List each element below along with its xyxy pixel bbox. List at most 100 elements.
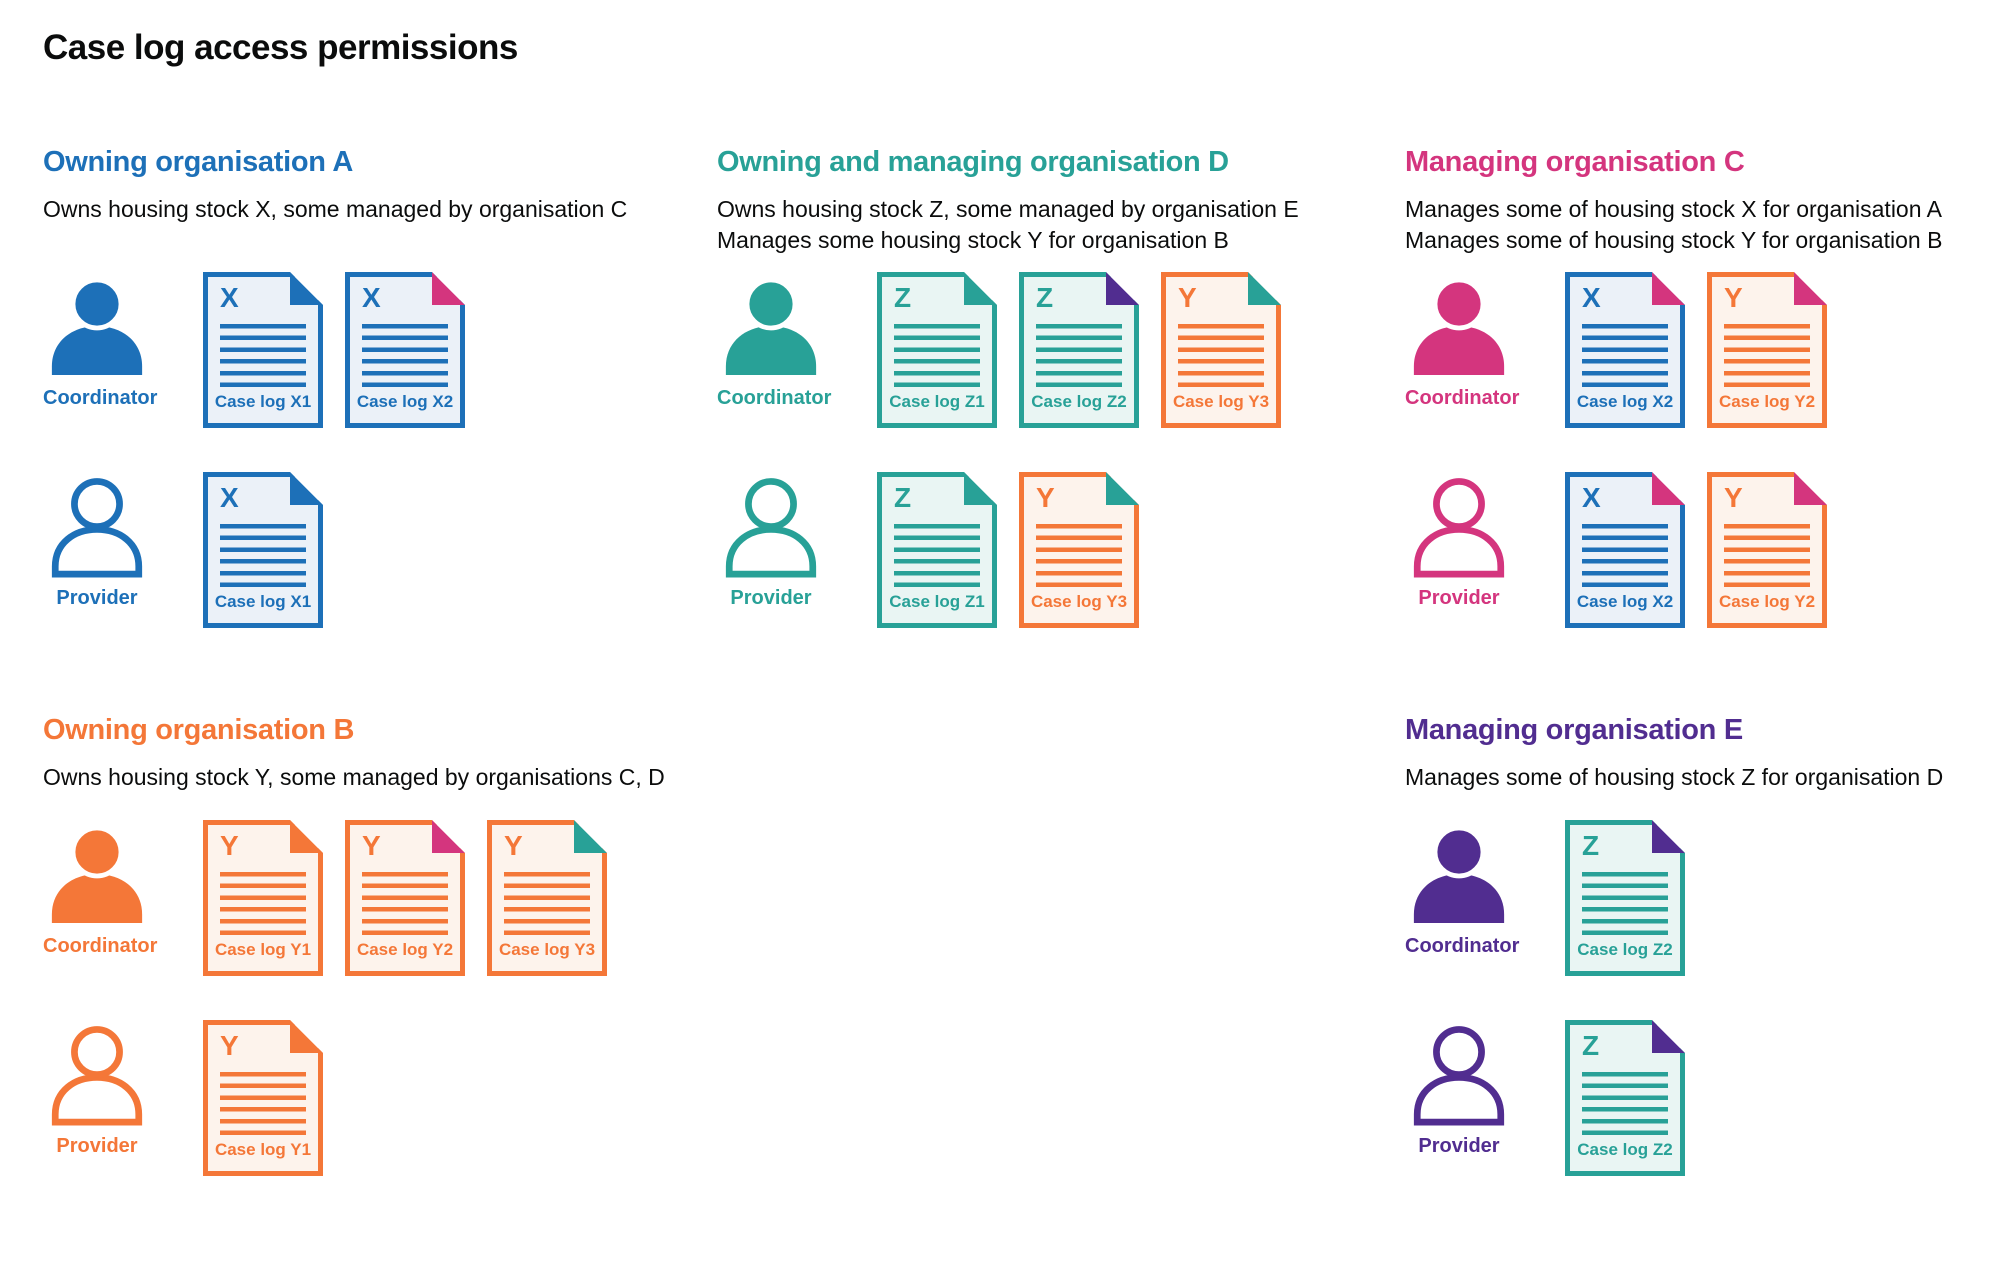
role-label: Provider bbox=[1418, 587, 1500, 609]
stock-letter: Z bbox=[1036, 282, 1054, 313]
document-lines-icon bbox=[1178, 324, 1264, 387]
stock-letter: X bbox=[220, 282, 239, 313]
doc-label: Case log Z1 bbox=[889, 592, 985, 611]
folded-corner-icon bbox=[1652, 272, 1685, 305]
folded-corner-icon bbox=[964, 272, 997, 305]
folded-corner-icon bbox=[964, 472, 997, 505]
coordinator-row: Coordinator Z Case log Z1 Z Case log Z2 bbox=[717, 272, 1377, 428]
doc-label: Case log X1 bbox=[214, 392, 312, 411]
coordinator-figure: Coordinator bbox=[1405, 820, 1565, 958]
doc-label: Case log Y2 bbox=[356, 940, 454, 959]
document-lines-icon bbox=[220, 1072, 306, 1135]
document-lines-icon bbox=[362, 324, 448, 387]
case-log-doc-y3: Y Case log Y3 bbox=[1019, 472, 1139, 628]
coordinator-person-icon bbox=[49, 278, 145, 378]
doc-label: Case log Y1 bbox=[214, 1140, 312, 1159]
case-log-doc-z1: Z Case log Z1 bbox=[877, 472, 997, 628]
stock-letter: X bbox=[1582, 282, 1601, 313]
coordinator-figure: Coordinator bbox=[1405, 272, 1565, 410]
coordinator-person-icon bbox=[1411, 278, 1507, 378]
doc-label: Case log X2 bbox=[1576, 592, 1674, 611]
document-lines-icon bbox=[1724, 324, 1810, 387]
stock-letter: Y bbox=[504, 830, 523, 861]
folded-corner-icon bbox=[1652, 1020, 1685, 1053]
document-lines-icon bbox=[220, 872, 306, 935]
document-lines-icon bbox=[362, 872, 448, 935]
doc-list: Z Case log Z1 Z Case log Z2 Y Case log Y… bbox=[877, 272, 1281, 428]
case-log-doc-y3: Y Case log Y3 bbox=[1161, 272, 1281, 428]
section-subtitle: Owns housing stock X, some managed by or… bbox=[43, 195, 628, 222]
stock-letter: X bbox=[1582, 482, 1601, 513]
doc-list: X Case log X2 Y Case log Y2 bbox=[1565, 272, 1827, 428]
case-log-doc-y3: Y Case log Y3 bbox=[487, 820, 607, 976]
section-heading: Owning organisation A bbox=[43, 146, 354, 178]
role-label: Provider bbox=[56, 587, 138, 609]
coordinator-person-icon bbox=[1411, 826, 1507, 926]
section-subtitle: Owns housing stock Z, some managed by or… bbox=[717, 195, 1299, 222]
provider-person-icon bbox=[1411, 478, 1507, 578]
provider-row: Provider X Case log X2 Y Case log Y2 bbox=[1405, 472, 2000, 628]
stock-letter: Z bbox=[894, 482, 912, 513]
provider-person-icon bbox=[49, 478, 145, 578]
coordinator-row: Coordinator Z Case log Z2 bbox=[1405, 820, 2000, 976]
doc-list: Y Case log Y1 Y Case log Y2 Y Case log Y… bbox=[203, 820, 607, 976]
coordinator-row: Coordinator X Case log X2 Y Case log Y2 bbox=[1405, 272, 2000, 428]
provider-row: Provider Z Case log Z1 Y Case log Y3 bbox=[717, 472, 1377, 628]
stock-letter: Y bbox=[1178, 282, 1197, 313]
doc-label: Case log Z2 bbox=[1031, 392, 1127, 411]
page-title: Case log access permissions bbox=[43, 28, 518, 67]
folded-corner-icon bbox=[1106, 472, 1139, 505]
section-heading: Owning organisation B bbox=[43, 714, 355, 746]
role-label: Provider bbox=[730, 587, 812, 609]
document-lines-icon bbox=[1582, 872, 1668, 935]
document-lines-icon bbox=[1582, 324, 1668, 387]
folded-corner-icon bbox=[432, 820, 465, 853]
stock-letter: Y bbox=[1724, 482, 1743, 513]
doc-label: Case log Y2 bbox=[1718, 392, 1816, 411]
stock-letter: Z bbox=[894, 282, 912, 313]
doc-label: Case log Y3 bbox=[1172, 392, 1270, 411]
provider-figure: Provider bbox=[43, 1020, 203, 1158]
role-label: Provider bbox=[1418, 1135, 1500, 1157]
case-log-doc-y2: Y Case log Y2 bbox=[1707, 272, 1827, 428]
case-log-doc-z2: Z Case log Z2 bbox=[1565, 820, 1685, 976]
doc-label: Case log Y3 bbox=[1030, 592, 1128, 611]
section-subtitle: Manages some housing stock Y for organis… bbox=[717, 226, 1229, 253]
stock-letter: Y bbox=[220, 1030, 239, 1061]
doc-label: Case log Y2 bbox=[1718, 592, 1816, 611]
role-label: Coordinator bbox=[1405, 387, 1520, 409]
folded-corner-icon bbox=[1794, 472, 1827, 505]
doc-label: Case log Y3 bbox=[498, 940, 596, 959]
section-owning-organisation-a: Owning organisation A Owns housing stock… bbox=[43, 146, 703, 628]
doc-list: Z Case log Z1 Y Case log Y3 bbox=[877, 472, 1139, 628]
folded-corner-icon bbox=[1106, 272, 1139, 305]
role-label: Coordinator bbox=[717, 387, 832, 409]
document-lines-icon bbox=[504, 872, 590, 935]
case-log-doc-x2: X Case log X2 bbox=[1565, 472, 1685, 628]
coordinator-person-icon bbox=[723, 278, 819, 378]
stock-letter: Z bbox=[1582, 1030, 1600, 1061]
doc-list: X Case log X2 Y Case log Y2 bbox=[1565, 472, 1827, 628]
doc-label: Case log X1 bbox=[214, 592, 312, 611]
case-log-doc-z2: Z Case log Z2 bbox=[1019, 272, 1139, 428]
role-label: Coordinator bbox=[1405, 935, 1520, 957]
document-lines-icon bbox=[1582, 524, 1668, 587]
role-label: Coordinator bbox=[43, 387, 158, 409]
provider-row: Provider Y Case log Y1 bbox=[43, 1020, 703, 1176]
folded-corner-icon bbox=[290, 472, 323, 505]
coordinator-figure: Coordinator bbox=[43, 820, 203, 958]
stock-letter: Y bbox=[362, 830, 381, 861]
folded-corner-icon bbox=[290, 272, 323, 305]
section-header: Owning organisation B Owns housing stock… bbox=[43, 714, 703, 820]
stock-letter: Y bbox=[220, 830, 239, 861]
doc-label: Case log X2 bbox=[356, 392, 454, 411]
provider-figure: Provider bbox=[1405, 1020, 1565, 1158]
case-log-doc-z1: Z Case log Z1 bbox=[877, 272, 997, 428]
case-log-doc-y2: Y Case log Y2 bbox=[345, 820, 465, 976]
provider-person-icon bbox=[49, 1026, 145, 1126]
case-log-doc-x2: X Case log X2 bbox=[1565, 272, 1685, 428]
folded-corner-icon bbox=[290, 1020, 323, 1053]
stock-letter: Z bbox=[1582, 830, 1600, 861]
document-lines-icon bbox=[894, 324, 980, 387]
